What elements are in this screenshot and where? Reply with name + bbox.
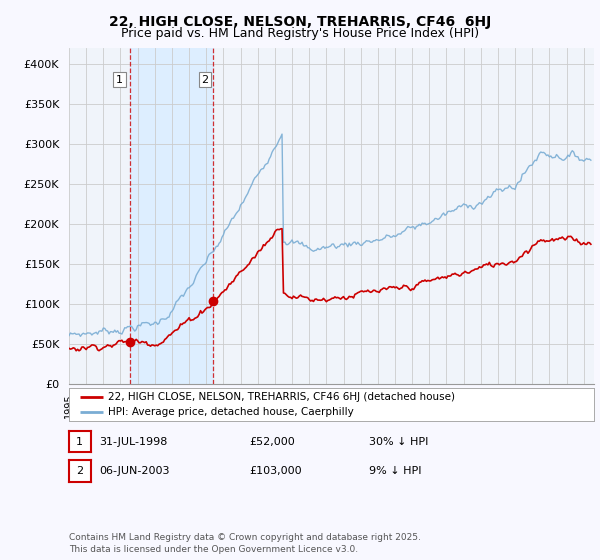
Text: 22, HIGH CLOSE, NELSON, TREHARRIS, CF46 6HJ (detached house): 22, HIGH CLOSE, NELSON, TREHARRIS, CF46 … (109, 392, 455, 402)
Text: 1: 1 (76, 437, 83, 447)
Text: 2: 2 (76, 466, 83, 476)
Text: Price paid vs. HM Land Registry's House Price Index (HPI): Price paid vs. HM Land Registry's House … (121, 27, 479, 40)
Text: 1: 1 (116, 74, 123, 85)
Text: 22, HIGH CLOSE, NELSON, TREHARRIS, CF46  6HJ: 22, HIGH CLOSE, NELSON, TREHARRIS, CF46 … (109, 15, 491, 29)
Text: 30% ↓ HPI: 30% ↓ HPI (369, 437, 428, 447)
Text: Contains HM Land Registry data © Crown copyright and database right 2025.
This d: Contains HM Land Registry data © Crown c… (69, 533, 421, 554)
Text: 2: 2 (202, 74, 208, 85)
Text: £52,000: £52,000 (249, 437, 295, 447)
Text: £103,000: £103,000 (249, 466, 302, 476)
Text: 31-JUL-1998: 31-JUL-1998 (100, 437, 168, 447)
Text: HPI: Average price, detached house, Caerphilly: HPI: Average price, detached house, Caer… (109, 407, 354, 417)
Bar (130, 48, 214, 384)
Text: 9% ↓ HPI: 9% ↓ HPI (369, 466, 421, 476)
Text: 06-JUN-2003: 06-JUN-2003 (100, 466, 170, 476)
